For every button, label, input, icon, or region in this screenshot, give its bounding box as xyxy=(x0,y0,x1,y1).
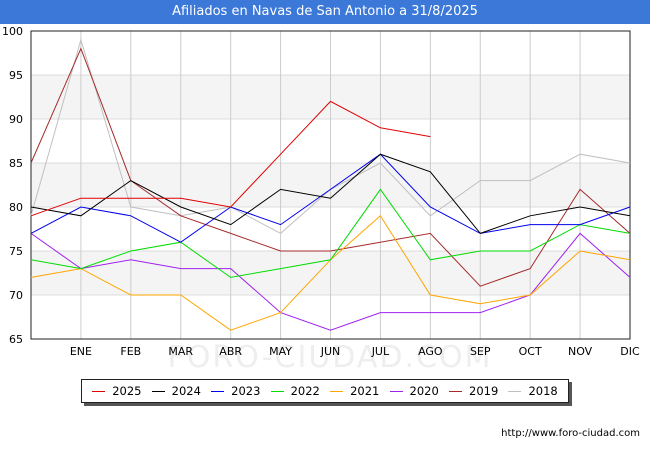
legend-item-2018: 2018 xyxy=(508,384,558,398)
legend-swatch xyxy=(449,390,462,392)
legend-label: 2025 xyxy=(112,384,142,398)
source-url: http://www.foro-ciudad.com xyxy=(501,428,640,439)
y-tick-label: 100 xyxy=(2,25,23,38)
x-tick-label: MAY xyxy=(269,345,292,358)
legend-label: 2023 xyxy=(231,384,261,398)
legend-swatch xyxy=(270,390,284,392)
legend-label: 2022 xyxy=(290,384,320,398)
legend-item-2021: 2021 xyxy=(330,384,379,398)
x-tick-label: OCT xyxy=(519,345,542,358)
series-line-2025 xyxy=(30,100,431,217)
legend-swatch xyxy=(151,390,165,392)
legend-swatch xyxy=(389,390,403,392)
legend-item-2024: 2024 xyxy=(151,384,201,398)
legend: 2025 2024 2023 2022 2021 2020 2019 2018 xyxy=(81,379,569,403)
legend-label: 2021 xyxy=(350,384,380,398)
legend-swatch xyxy=(330,390,344,392)
grid-lines xyxy=(30,30,631,340)
x-tick-labels: ENE FEB MAR ABR MAY JUN JUL AGO SEP OCT NOV DIC xyxy=(70,345,640,358)
legend-item-2025: 2025 xyxy=(92,384,141,398)
y-tick-label: 65 xyxy=(9,333,23,346)
legend-label: 2024 xyxy=(171,384,201,398)
y-tick-label: 70 xyxy=(9,289,23,302)
legend-swatch xyxy=(92,390,106,392)
series-line-2022 xyxy=(30,188,631,278)
x-tick-label: FEB xyxy=(120,345,141,358)
x-tick-label: DIC xyxy=(620,345,640,358)
x-tick-label: AGO xyxy=(418,345,443,358)
legend-swatch xyxy=(211,390,225,392)
y-tick-label: 90 xyxy=(9,113,23,126)
y-tick-label: 80 xyxy=(9,201,23,214)
x-tick-label: ENE xyxy=(70,345,92,358)
x-tick-label: ABR xyxy=(219,345,242,358)
y-tick-label: 85 xyxy=(9,157,23,170)
y-tick-labels: 65 70 75 80 85 90 95 100 xyxy=(2,25,23,346)
x-tick-label: JUL xyxy=(371,345,390,358)
x-tick-label: MAR xyxy=(168,345,193,358)
series-line-2024 xyxy=(30,153,631,234)
legend-item-2022: 2022 xyxy=(270,384,320,398)
watermark: FORO-CIUDAD.COM xyxy=(168,340,493,375)
x-tick-label: NOV xyxy=(568,345,593,358)
x-tick-label: JUN xyxy=(320,345,341,358)
y-tick-label: 95 xyxy=(9,69,23,82)
y-tick-label: 75 xyxy=(9,245,23,258)
chart-title: Afiliados en Navas de San Antonio a 31/8… xyxy=(0,0,650,24)
plot-border xyxy=(30,30,631,340)
series-line-2023 xyxy=(30,153,631,243)
legend-label: 2020 xyxy=(409,384,439,398)
series-lines xyxy=(30,38,631,331)
legend-label: 2018 xyxy=(528,384,558,398)
legend-swatch xyxy=(508,390,522,392)
x-tick-label: SEP xyxy=(470,345,491,358)
legend-item-2023: 2023 xyxy=(211,384,260,398)
legend-item-2020: 2020 xyxy=(389,384,439,398)
legend-label: 2019 xyxy=(469,384,499,398)
legend-item-2019: 2019 xyxy=(449,384,498,398)
